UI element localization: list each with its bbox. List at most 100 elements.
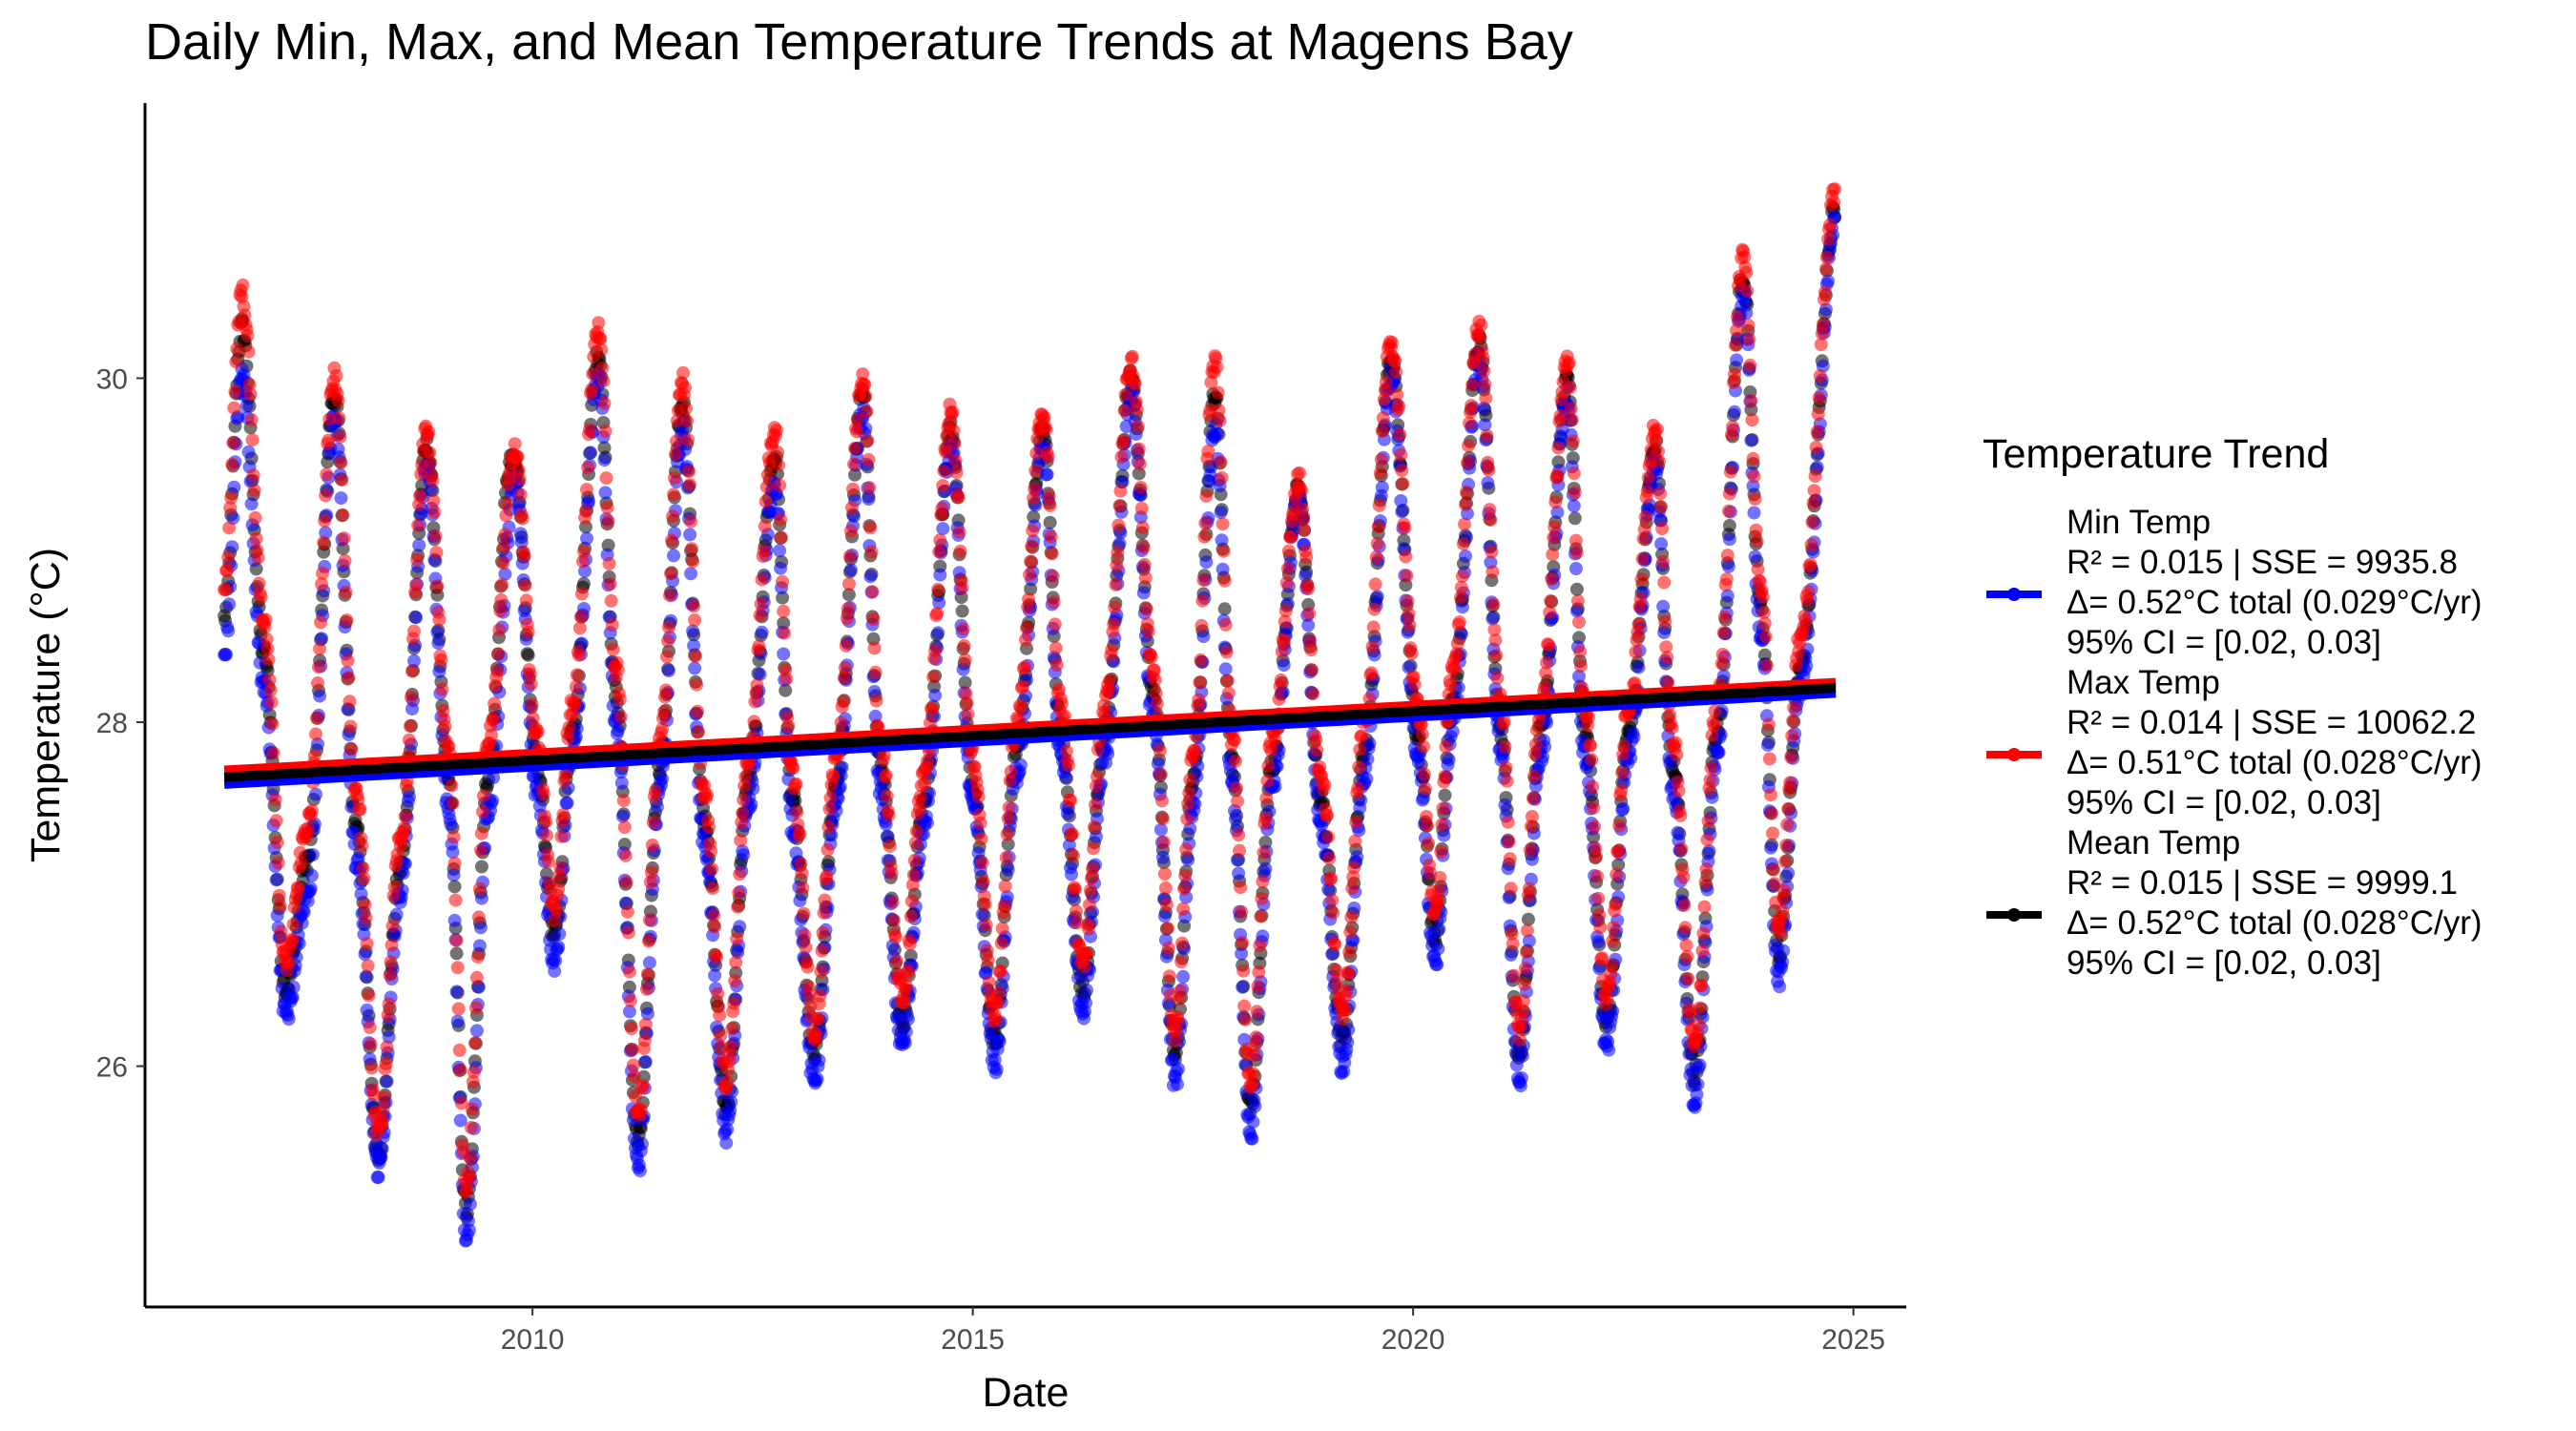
data-point bbox=[621, 925, 635, 940]
data-point bbox=[311, 676, 324, 690]
data-point bbox=[1592, 908, 1607, 923]
data-point bbox=[518, 578, 532, 592]
data-point bbox=[937, 464, 951, 478]
data-point bbox=[526, 711, 540, 725]
data-point bbox=[1156, 835, 1171, 849]
data-point bbox=[790, 805, 804, 819]
data-point bbox=[932, 595, 946, 610]
data-point bbox=[1418, 781, 1432, 796]
data-point bbox=[727, 996, 741, 1010]
data-point bbox=[1762, 752, 1776, 766]
data-point bbox=[1416, 739, 1430, 754]
data-point bbox=[1582, 710, 1596, 724]
data-point bbox=[1701, 814, 1715, 828]
data-point bbox=[273, 899, 287, 913]
data-point bbox=[1103, 674, 1117, 687]
data-point bbox=[613, 710, 628, 724]
data-point bbox=[1172, 1062, 1185, 1076]
data-point bbox=[1521, 912, 1535, 926]
data-point bbox=[1527, 769, 1541, 783]
data-point bbox=[1246, 1067, 1260, 1081]
data-point bbox=[1755, 590, 1770, 604]
data-point bbox=[1002, 800, 1016, 815]
data-point bbox=[1195, 618, 1209, 633]
data-point bbox=[510, 449, 525, 464]
data-point bbox=[1777, 883, 1792, 898]
data-point bbox=[595, 361, 610, 375]
data-point bbox=[405, 691, 418, 704]
data-point bbox=[1369, 550, 1383, 564]
data-point bbox=[635, 1079, 650, 1092]
data-point bbox=[1026, 524, 1040, 538]
data-point bbox=[1388, 354, 1402, 367]
data-point bbox=[666, 509, 679, 524]
data-point bbox=[1540, 655, 1554, 670]
data-point bbox=[1132, 442, 1146, 456]
data-point bbox=[646, 816, 660, 830]
data-point bbox=[1043, 498, 1057, 512]
data-point bbox=[219, 648, 234, 662]
data-point bbox=[1721, 504, 1735, 518]
data-point bbox=[880, 789, 894, 803]
data-point bbox=[680, 414, 694, 428]
data-point bbox=[1776, 903, 1790, 918]
data-point bbox=[1550, 467, 1565, 482]
data-point bbox=[858, 378, 872, 392]
data-point bbox=[1153, 822, 1168, 837]
data-point bbox=[1371, 520, 1385, 534]
data-point bbox=[1022, 592, 1036, 607]
data-point bbox=[1392, 399, 1406, 413]
data-point bbox=[645, 839, 659, 852]
data-point bbox=[227, 401, 241, 415]
data-point bbox=[340, 613, 354, 628]
data-point bbox=[796, 881, 810, 895]
data-point bbox=[474, 826, 488, 840]
data-point bbox=[928, 644, 943, 658]
data-point bbox=[641, 934, 655, 948]
data-point bbox=[1322, 851, 1337, 865]
data-point bbox=[1108, 600, 1122, 614]
data-point bbox=[1728, 404, 1741, 419]
data-point bbox=[1298, 523, 1312, 537]
data-point bbox=[793, 827, 807, 840]
data-point bbox=[1431, 893, 1445, 907]
data-point bbox=[862, 452, 876, 467]
data-point bbox=[1110, 558, 1124, 572]
data-point bbox=[472, 881, 487, 896]
data-point bbox=[1229, 812, 1242, 826]
data-point bbox=[1548, 495, 1563, 509]
data-point bbox=[1039, 423, 1053, 437]
data-point bbox=[1786, 714, 1800, 728]
data-point bbox=[1158, 881, 1173, 895]
data-point bbox=[953, 544, 967, 558]
data-point bbox=[720, 1122, 735, 1136]
data-point bbox=[638, 1055, 653, 1068]
data-point bbox=[706, 881, 720, 896]
data-point bbox=[1182, 786, 1196, 800]
data-point bbox=[1605, 958, 1619, 972]
data-point bbox=[445, 778, 459, 793]
data-point bbox=[624, 1022, 638, 1035]
data-point bbox=[1237, 999, 1252, 1013]
data-point bbox=[600, 500, 614, 514]
data-point bbox=[1544, 593, 1558, 608]
data-point bbox=[1230, 781, 1243, 796]
data-point bbox=[730, 932, 744, 945]
data-point bbox=[519, 593, 533, 608]
data-point bbox=[1217, 573, 1232, 588]
data-point bbox=[1131, 420, 1145, 433]
data-point bbox=[684, 514, 698, 529]
data-point bbox=[724, 1095, 738, 1109]
data-point bbox=[1233, 843, 1247, 858]
data-point bbox=[611, 723, 625, 737]
data-point bbox=[1665, 721, 1679, 736]
data-point bbox=[932, 545, 946, 559]
data-point bbox=[1814, 338, 1828, 352]
data-point bbox=[1455, 569, 1469, 583]
data-point bbox=[355, 839, 369, 853]
data-point bbox=[601, 514, 615, 529]
data-point bbox=[1679, 938, 1693, 952]
data-point bbox=[841, 588, 856, 602]
data-point bbox=[1125, 349, 1139, 363]
data-point bbox=[314, 615, 328, 630]
